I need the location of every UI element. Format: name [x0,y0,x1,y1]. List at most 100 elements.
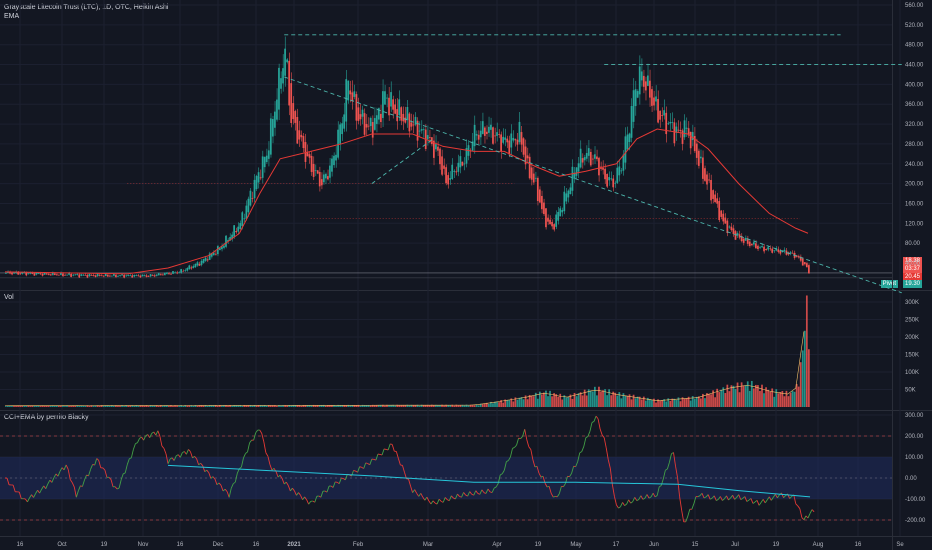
volume-bar [543,392,545,407]
candle-body [430,137,433,145]
cci-line-segment [622,502,625,506]
volume-bar [620,398,623,407]
candle-body [55,274,58,276]
volume-bar [188,405,191,407]
candle-body [512,137,515,141]
candle-body [290,83,293,123]
candle-body [779,250,782,254]
volume-bar [5,406,7,407]
candle-body [204,257,207,261]
candle-body [685,127,688,129]
volume-bar [151,405,154,407]
cci-line-segment [418,493,422,497]
cci-line-segment [459,496,462,498]
candle-body [153,275,156,277]
cci-line-segment [332,481,336,488]
volume-bar [100,405,103,407]
volume-bar [591,391,594,407]
cci-line-segment [556,493,560,498]
candle-body [70,273,72,277]
candle-body [651,89,653,106]
cci-line-segment [738,494,742,500]
cci-line-segment [412,489,416,493]
cci-line-segment [159,436,163,447]
candle-body [113,273,115,276]
volume-bar [459,404,462,407]
volume-bar [9,405,11,407]
volume-bar [722,387,725,407]
volume-bar [673,398,676,407]
candle-body [761,246,763,248]
cci-line-segment [222,488,226,492]
volume-bar [88,406,91,407]
cci-line-segment [308,501,312,505]
cci-line-segment [783,495,786,498]
cci-line-segment [401,465,405,473]
volume-bar [779,392,782,407]
cci-line-segment [220,485,224,492]
candle-body [375,115,378,124]
volume-bar [41,405,44,407]
volume-bar [229,405,231,407]
volume-bar [117,405,119,407]
volume-bar [801,350,804,407]
candle-body [435,144,437,150]
candle-body [532,173,535,183]
candle-body [563,191,566,212]
candle-body [728,226,731,228]
volume-bar [424,405,427,407]
volume-bar [35,405,38,407]
cci-line-segment [589,422,593,432]
candle-body [257,172,260,183]
cci-line-segment [255,429,259,433]
cci-line-segment [326,485,330,493]
candle-body [594,154,596,159]
candle-body [579,148,582,168]
candle-body [402,113,405,122]
volume-bar [392,404,394,407]
candle-body [231,234,233,239]
x-tick-label: 16 [177,542,184,548]
cci-line-segment [27,497,30,503]
candle-body [76,274,79,275]
cci-line-segment [477,493,481,495]
candle-body [200,260,203,265]
cci-line-segment [536,466,540,474]
candle-body [284,48,286,76]
cci-line-segment [33,493,36,498]
ema-tag: 20.45 [902,273,922,281]
candle-body [665,112,668,135]
volume-bar [25,405,28,407]
volume-bar [198,405,201,407]
cci-line-segment [571,466,575,474]
volume-bar [60,405,62,407]
volume-bar [771,388,774,407]
candle-body [528,156,531,179]
volume-bar [451,404,454,407]
cci-line-segment [216,482,220,486]
candle-body [280,78,282,89]
volume-bar [518,397,521,407]
cci-line-segment [722,498,725,501]
candle-body [726,220,729,234]
cci-line-segment [624,503,627,506]
cci-line-segment [90,464,94,470]
cci-line-segment [760,499,764,503]
cci-line-segment [206,469,210,473]
volume-bar [467,405,470,407]
candle-body [718,201,721,221]
cci-line-segment [601,434,605,438]
last-countdown-tag: 03:37 [902,265,922,273]
candle-body [212,252,215,255]
volume-bar [420,404,423,407]
volume-bar [726,384,729,407]
volume-bar [608,389,611,407]
volume-bar [396,404,399,407]
cci-line-segment [726,495,729,501]
volume-bar [579,392,582,407]
cci-line-segment [397,458,401,466]
candle-body [479,130,482,138]
volume-bar [406,404,409,407]
candle-body [163,272,166,275]
